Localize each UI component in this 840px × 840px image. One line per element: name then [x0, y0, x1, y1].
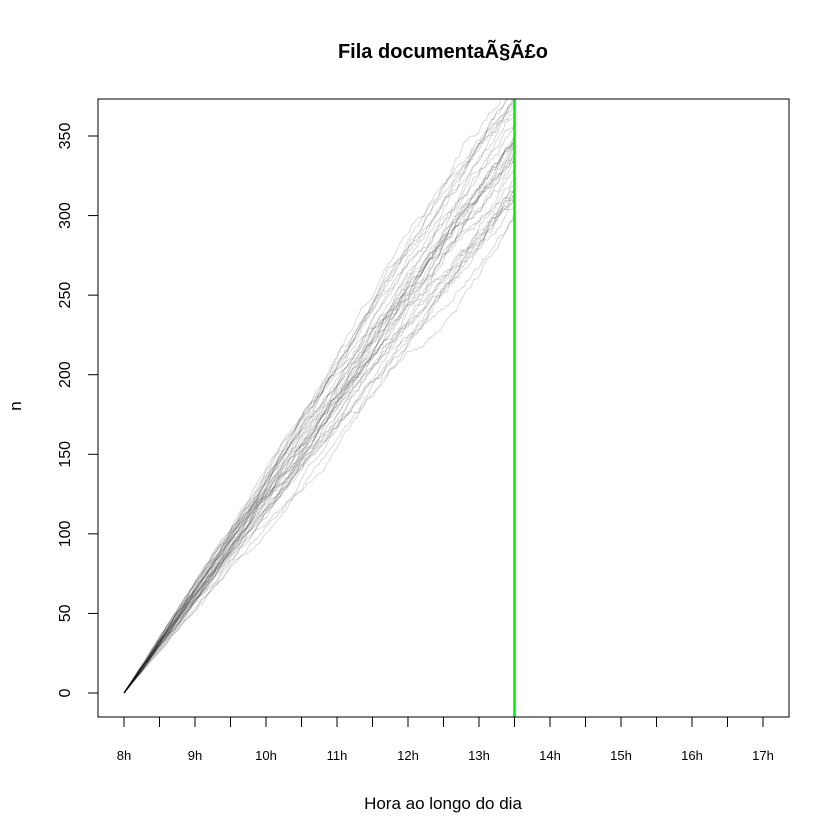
simulation-line: [123, 123, 515, 694]
x-axis-label: Hora ao longo do dia: [364, 794, 522, 813]
simulation-line: [123, 140, 515, 694]
simulation-line: [123, 168, 515, 694]
y-tick-label: 0: [57, 688, 74, 697]
y-tick-label: 300: [57, 202, 74, 229]
simulation-line: [123, 206, 515, 694]
simulation-line: [123, 99, 510, 694]
simulation-line: [123, 218, 515, 694]
simulation-line: [123, 141, 515, 694]
simulation-line: [123, 198, 515, 694]
simulation-line: [123, 190, 515, 694]
simulation-line: [123, 186, 515, 694]
simulation-line: [123, 181, 515, 694]
y-tick-label: 100: [57, 520, 74, 547]
simulation-line: [123, 155, 515, 694]
y-tick-label: 200: [57, 361, 74, 388]
simulation-line: [123, 150, 515, 694]
chart-title: Fila documentaÃ§Ã£o: [338, 40, 548, 63]
simulation-line: [123, 212, 515, 694]
simulation-line: [123, 144, 515, 694]
simulation-line: [123, 99, 514, 694]
simulation-line: [123, 195, 515, 694]
x-tick-label: 17h: [752, 748, 774, 763]
simulation-line: [123, 197, 515, 694]
y-tick-label: 350: [57, 123, 74, 150]
simulation-line: [123, 176, 515, 694]
simulation-line: [123, 159, 515, 694]
simulation-line: [123, 145, 515, 694]
simulation-line: [123, 99, 513, 694]
simulation-line: [123, 159, 515, 694]
plot-frame: [97, 98, 790, 718]
x-tick-label: 15h: [610, 748, 632, 763]
y-tick-label: 150: [57, 441, 74, 468]
simulation-line: [123, 99, 515, 694]
x-tick-label: 14h: [539, 748, 561, 763]
simulation-line: [123, 141, 515, 694]
x-tick-label: 9h: [188, 748, 202, 763]
simulation-line: [123, 135, 515, 694]
x-tick-label: 8h: [117, 748, 131, 763]
simulation-line: [123, 99, 502, 694]
simulation-line: [123, 99, 508, 694]
simulation-lines: [123, 99, 515, 694]
x-tick-label: 16h: [681, 748, 703, 763]
simulation-line: [123, 133, 515, 694]
y-axis: 0 50 100 150 200 250 300 350: [57, 123, 99, 697]
simulation-line: [123, 100, 515, 694]
simulation-line: [123, 188, 515, 694]
simulation-line: [123, 111, 515, 694]
y-tick-label: 50: [57, 604, 74, 622]
simulation-line: [123, 147, 515, 694]
y-tick-label: 250: [57, 282, 74, 309]
simulation-line: [123, 153, 515, 694]
simulation-line: [123, 141, 515, 694]
x-tick-label: 12h: [397, 748, 419, 763]
simulation-line: [123, 195, 515, 694]
simulation-line: [123, 114, 515, 694]
simulation-line: [123, 196, 515, 694]
simulation-line: [123, 105, 515, 694]
y-axis-label: n: [6, 401, 25, 410]
x-axis: 8h 9h 10h 11h 12h 13h 14h 15h 16h 17h: [117, 716, 774, 763]
x-tick-label: 10h: [255, 748, 277, 763]
x-tick-label: 11h: [327, 748, 348, 763]
x-tick-label: 13h: [468, 748, 490, 763]
simulation-line: [123, 126, 515, 694]
